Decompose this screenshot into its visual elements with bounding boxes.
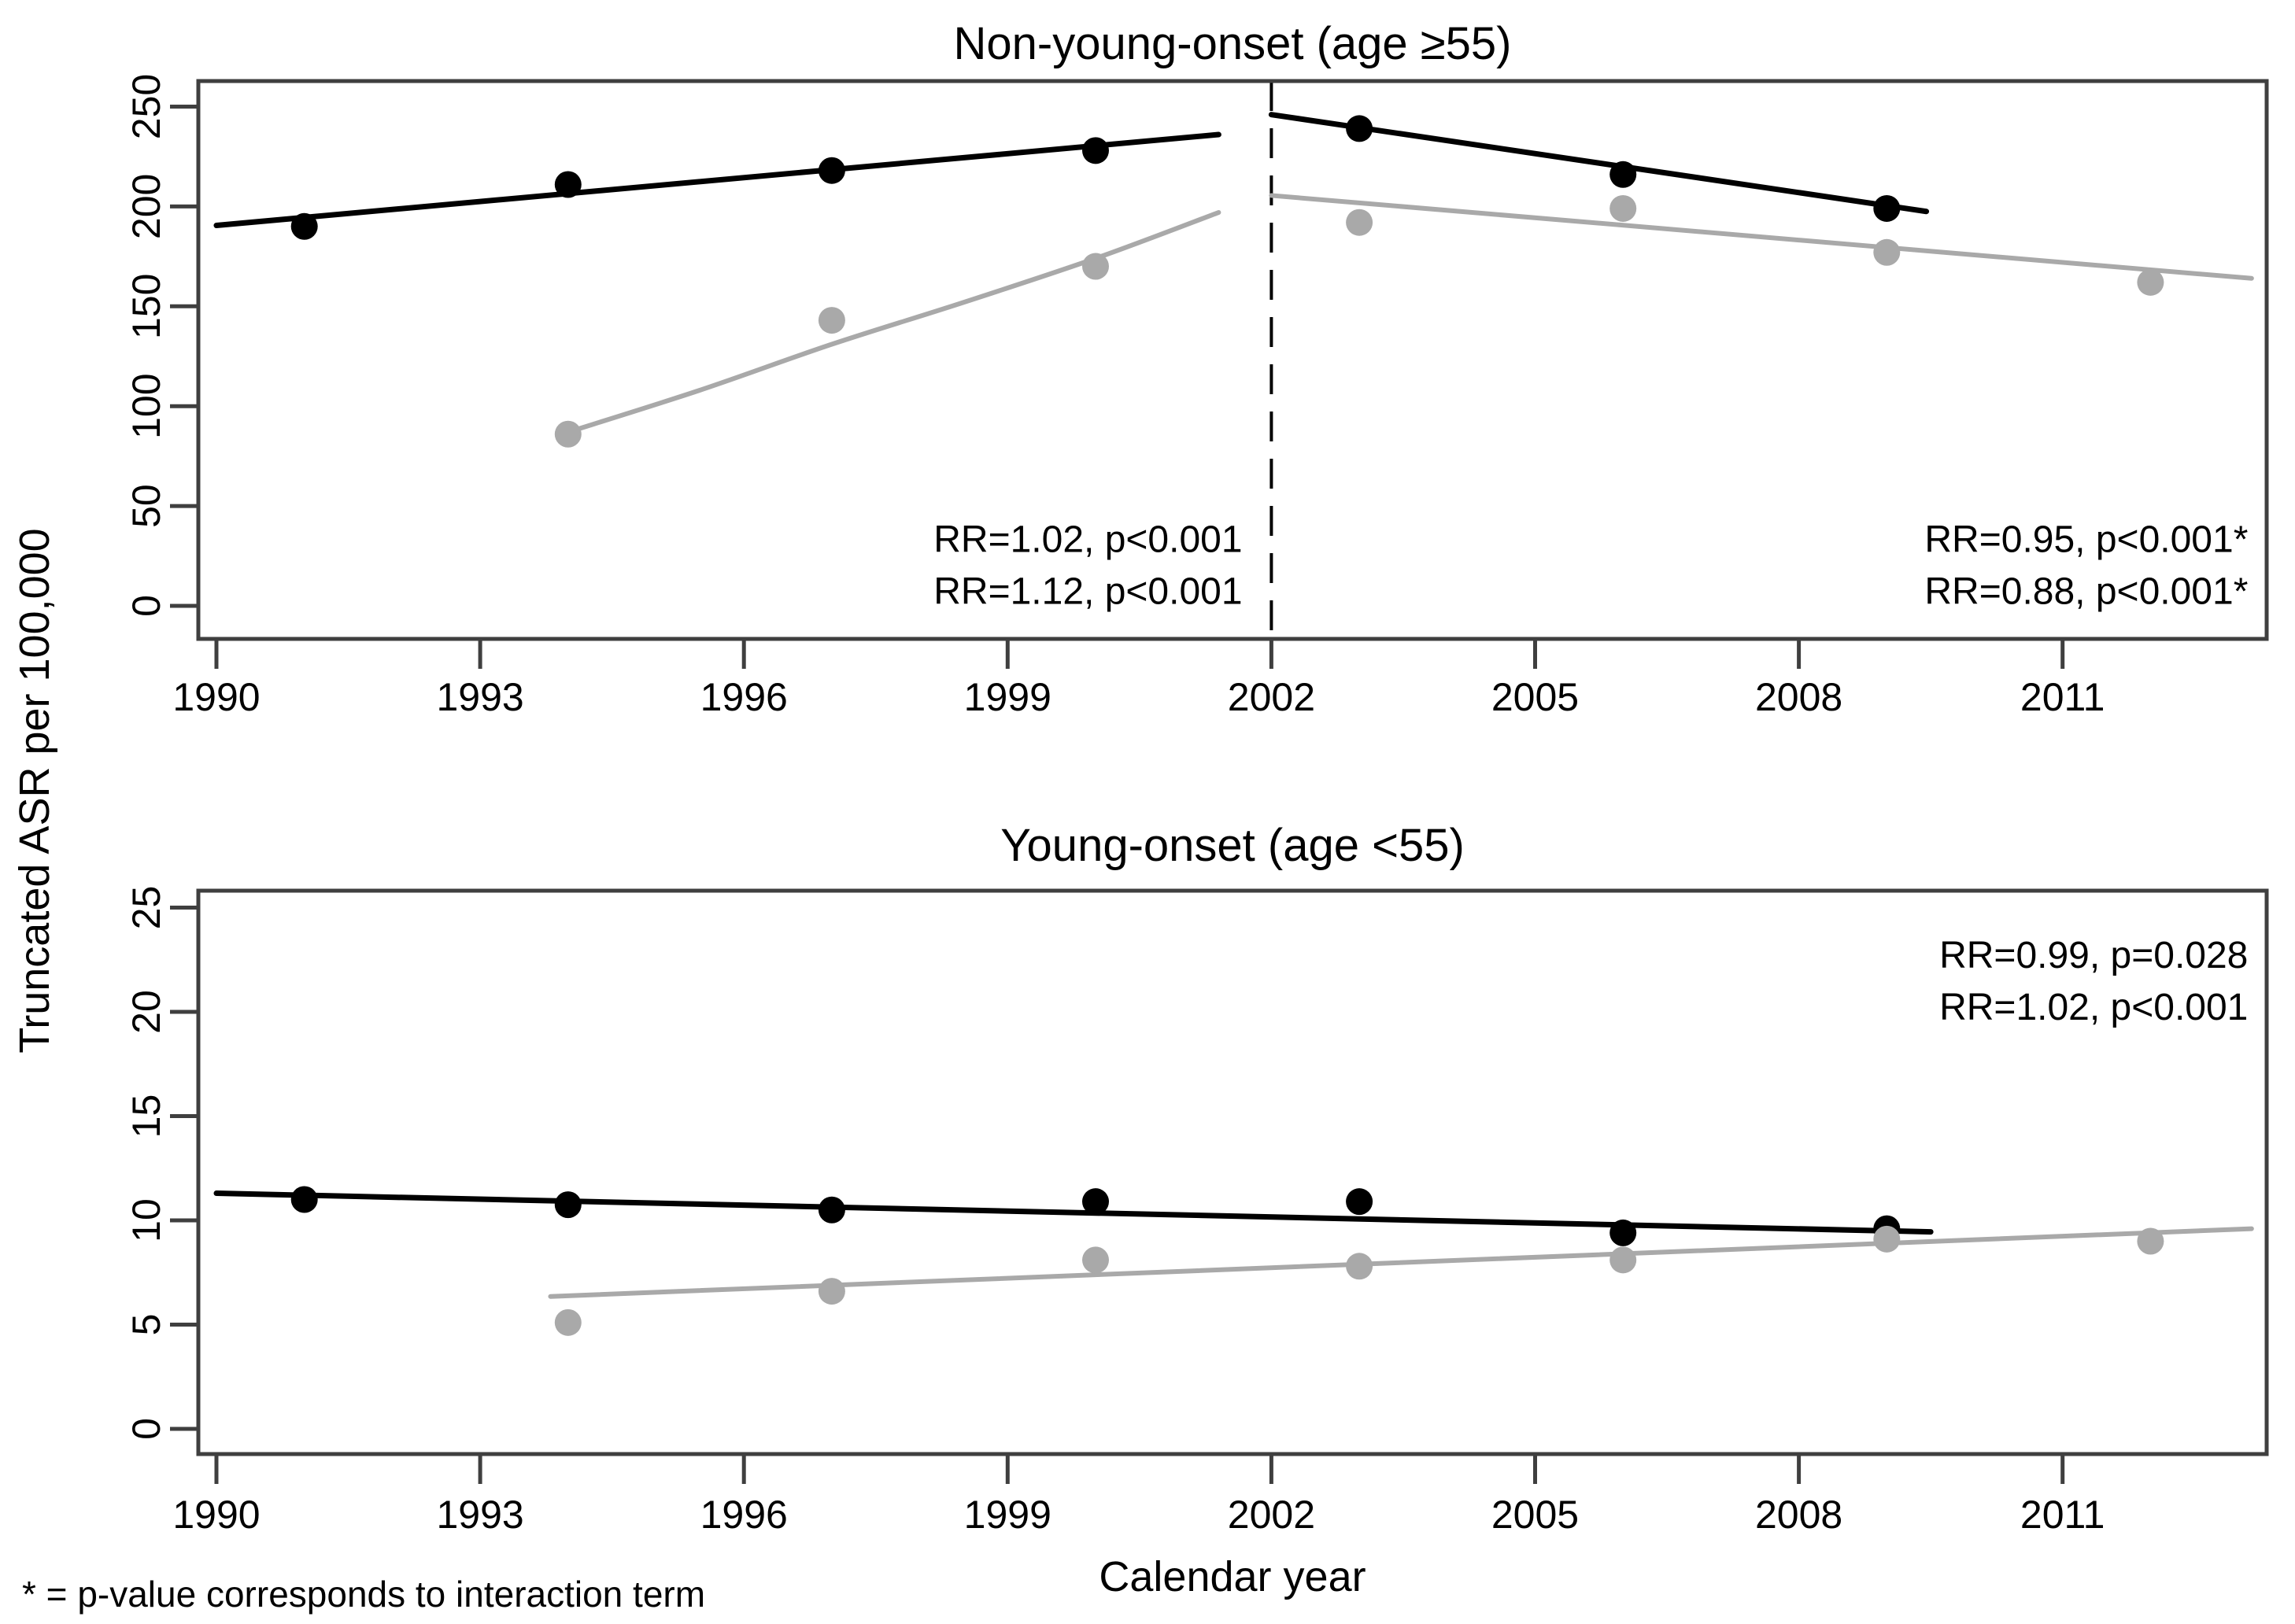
x-tick-label: 2011 (2020, 675, 2105, 719)
data-point-black (1082, 1188, 1109, 1216)
data-point-gray (1346, 209, 1373, 236)
fit-black-pre2002 (213, 131, 1221, 229)
rr-annotation: RR=1.02, p<0.001 (1939, 987, 2248, 1028)
data-point-gray (1873, 1225, 1901, 1253)
data-point-gray (818, 1278, 845, 1305)
y-tick-label: 20 (124, 990, 168, 1034)
fit-gray (548, 1226, 2254, 1299)
x-tick-label: 1996 (700, 1493, 788, 1537)
panel-title: Non-young-onset (age ≥55) (954, 18, 1512, 69)
data-point-black (554, 1191, 582, 1219)
x-tick-label: 2011 (2020, 1493, 2105, 1537)
x-tick-label: 1993 (436, 1493, 523, 1537)
data-point-gray (1346, 1253, 1373, 1280)
x-tick-label: 1996 (700, 675, 788, 719)
rr-annotation: RR=1.02, p<0.001 (933, 519, 1242, 561)
y-tick-label: 15 (124, 1094, 168, 1139)
x-tick-label: 1990 (172, 1493, 260, 1537)
x-tick-label: 1999 (964, 675, 1051, 719)
y-tick-label: 150 (124, 274, 168, 339)
data-point-black (554, 171, 582, 198)
panel-non-young-onset: Non-young-onset (age ≥55) 1990 1993 1996 199… (124, 18, 2269, 719)
x-tick-label: 2008 (1755, 1493, 1842, 1537)
x-tick-label: 2005 (1491, 675, 1579, 719)
y-tick-label: 5 (124, 1314, 168, 1336)
data-point-black (1609, 1219, 1637, 1246)
data-point-gray (1082, 1246, 1109, 1274)
x-tick-label: 1990 (172, 675, 260, 719)
data-point-gray (1609, 194, 1637, 222)
data-point-black (1873, 194, 1901, 222)
data-point-black (818, 1196, 845, 1224)
x-tick-label: 2005 (1491, 1493, 1579, 1537)
data-point-black (1609, 161, 1637, 188)
y-tick-label: 25 (124, 886, 168, 930)
x-tick-label: 1999 (964, 1493, 1051, 1537)
fit-black (213, 1190, 1934, 1235)
x-tick-label: 2002 (1228, 675, 1315, 719)
footnote: * = p-value corresponds to interaction t… (22, 1574, 705, 1615)
data-point-gray (554, 1308, 582, 1336)
data-point-black (290, 1186, 318, 1213)
y-tick-label: 0 (124, 1418, 168, 1440)
rr-annotation: RR=0.88, p<0.001* (1924, 571, 2248, 613)
data-point-black (1346, 1188, 1373, 1216)
data-point-gray (1082, 253, 1109, 280)
chart-root: Non-young-onset (age ≥55) 1990 1993 1996 199… (124, 18, 2269, 1537)
data-point-black (1082, 137, 1109, 164)
x-tick-label: 1993 (436, 675, 523, 719)
panel-title: Young-onset (age <55) (1000, 820, 1465, 871)
y-tick-label: 100 (124, 373, 168, 438)
y-axis-label: Truncated ASR per 100,000 (11, 528, 58, 1053)
fit-gray-pre2002 (565, 210, 1221, 435)
x-tick-label: 2002 (1228, 1493, 1315, 1537)
data-point-gray (2137, 1227, 2164, 1255)
x-axis-label: Calendar year (1099, 1553, 1366, 1600)
data-point-black (1346, 115, 1373, 142)
y-tick-label: 200 (124, 174, 168, 239)
data-point-gray (1873, 238, 1901, 266)
data-point-gray (1609, 1246, 1637, 1274)
rr-annotation: RR=0.99, p=0.028 (1939, 935, 2248, 976)
y-tick-label: 0 (124, 595, 168, 617)
data-point-gray (818, 307, 845, 334)
fit-gray-post2002 (1269, 193, 2254, 281)
data-point-black (290, 212, 318, 240)
fit-black-post2002 (1268, 112, 1930, 215)
y-tick-label: 250 (124, 74, 168, 139)
y-tick-label: 10 (124, 1198, 168, 1242)
rr-annotation: RR=1.12, p<0.001 (933, 571, 1242, 613)
panel-young-onset: Young-onset (age <55)1990 1993 1996 1999 200… (124, 820, 2269, 1537)
plot-frame (196, 888, 2269, 1456)
data-point-gray (2137, 268, 2164, 296)
plot-frame (196, 79, 2269, 641)
rr-annotation: RR=0.95, p<0.001* (1924, 519, 2248, 561)
data-point-gray (554, 420, 582, 448)
x-tick-label: 2008 (1755, 675, 1842, 719)
data-point-black (818, 157, 845, 184)
y-tick-label: 50 (124, 484, 168, 528)
